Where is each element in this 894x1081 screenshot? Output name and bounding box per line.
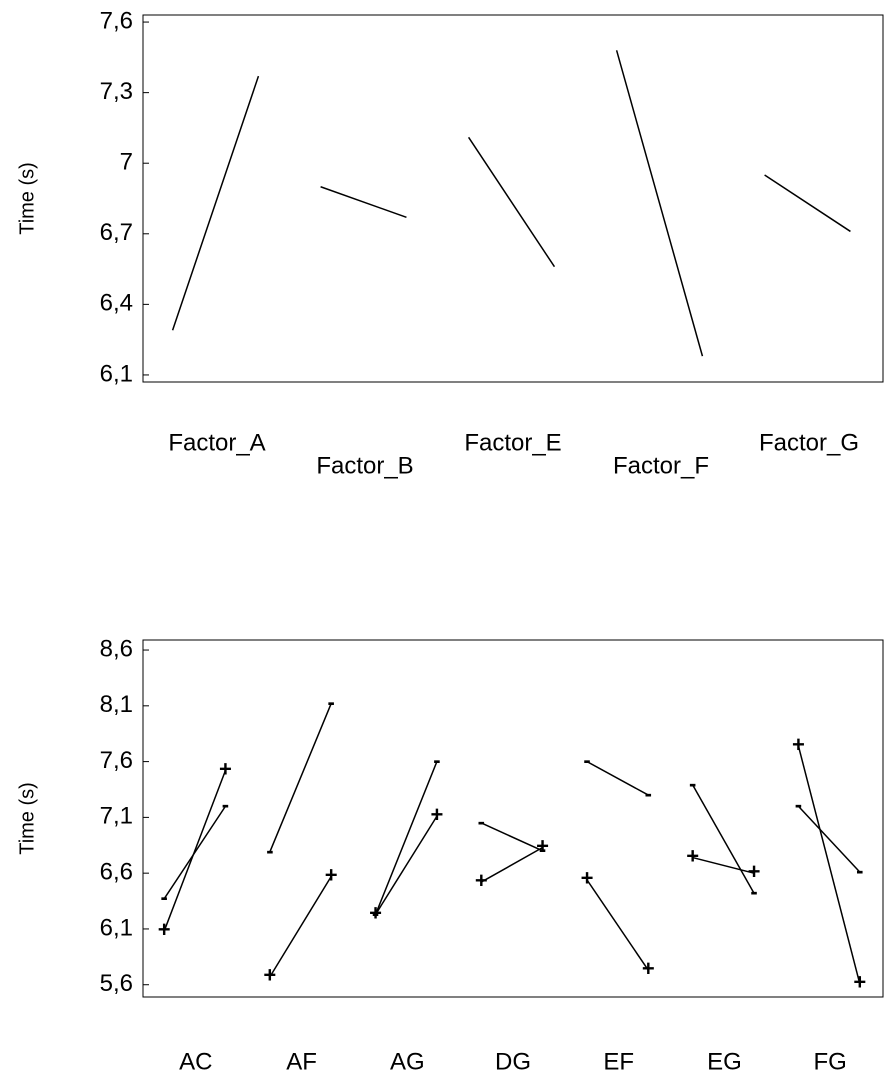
y-tick-label: 7,3 <box>100 78 133 105</box>
level-marker: + <box>158 917 171 942</box>
level-marker: - <box>328 689 335 714</box>
level-marker: + <box>792 732 805 757</box>
level-marker: + <box>748 859 761 884</box>
x-tick-label: Factor_B <box>316 452 413 479</box>
level-marker: + <box>475 868 488 893</box>
y-tick-label: 6,4 <box>100 290 133 317</box>
x-tick-label: EF <box>603 1048 634 1075</box>
interaction-line <box>586 879 649 971</box>
effect-line <box>615 50 704 357</box>
interaction-line <box>797 805 861 873</box>
level-marker: - <box>478 809 485 834</box>
level-marker: + <box>263 963 276 988</box>
effect-line <box>764 174 851 233</box>
level-marker: - <box>433 747 440 772</box>
level-marker: + <box>853 969 866 994</box>
level-marker: - <box>372 900 379 925</box>
level-marker: + <box>536 833 549 858</box>
level-marker: + <box>430 802 443 827</box>
effect-line <box>320 186 407 219</box>
interaction-line <box>269 703 332 853</box>
y-tick-label: 8,6 <box>100 635 133 662</box>
level-marker: - <box>856 858 863 883</box>
level-marker: - <box>539 837 546 862</box>
y-tick-label: 6,1 <box>100 360 133 387</box>
x-tick-label: Factor_A <box>168 429 265 456</box>
interaction-line <box>269 876 332 978</box>
effect-line <box>171 75 260 331</box>
x-tick-label: Factor_G <box>759 429 859 456</box>
level-marker: - <box>750 879 757 904</box>
y-tick-label: 7,6 <box>100 7 133 34</box>
level-marker: + <box>581 866 594 891</box>
plot-frame <box>142 639 884 998</box>
x-tick-label: Factor_E <box>464 429 561 456</box>
interaction-line <box>163 770 227 932</box>
x-tick-label: DG <box>495 1048 531 1075</box>
level-marker: - <box>645 781 652 806</box>
x-tick-label: AG <box>390 1048 425 1075</box>
y-axis-label: Time (s) <box>16 162 38 235</box>
interaction-line <box>374 761 438 915</box>
y-tick-label: 6,1 <box>100 914 133 941</box>
level-marker: + <box>642 956 655 981</box>
y-tick-label: 7,6 <box>100 747 133 774</box>
level-marker: + <box>369 900 382 925</box>
effect-line <box>467 136 556 268</box>
level-marker: - <box>795 792 802 817</box>
interaction-line <box>692 856 755 874</box>
y-axis-label: Time (s) <box>16 782 38 855</box>
y-tick-label: 6,6 <box>100 859 133 886</box>
plot-frame <box>142 14 884 383</box>
x-tick-label: FG <box>813 1048 846 1075</box>
level-marker: - <box>689 771 696 796</box>
y-tick-label: 7 <box>120 149 133 176</box>
level-marker: + <box>325 862 338 887</box>
level-marker: - <box>222 792 229 817</box>
interaction-line <box>586 760 649 796</box>
interaction-line <box>797 745 861 984</box>
x-tick-label: AC <box>179 1048 212 1075</box>
y-tick-label: 8,1 <box>100 691 133 718</box>
interaction-line <box>374 815 438 915</box>
level-marker: + <box>219 756 232 781</box>
level-marker: - <box>583 747 590 772</box>
y-tick-label: 6,7 <box>100 219 133 246</box>
x-tick-label: AF <box>286 1048 317 1075</box>
y-tick-label: 7,1 <box>100 803 133 830</box>
level-marker: - <box>160 885 167 910</box>
interaction-line <box>480 822 543 852</box>
level-marker: + <box>686 843 699 868</box>
x-tick-label: Factor_F <box>613 452 709 479</box>
y-tick-label: 5,6 <box>100 970 133 997</box>
level-marker: - <box>266 838 273 863</box>
x-tick-label: EG <box>707 1048 742 1075</box>
interaction-line <box>692 784 755 894</box>
interaction-line <box>480 846 543 883</box>
